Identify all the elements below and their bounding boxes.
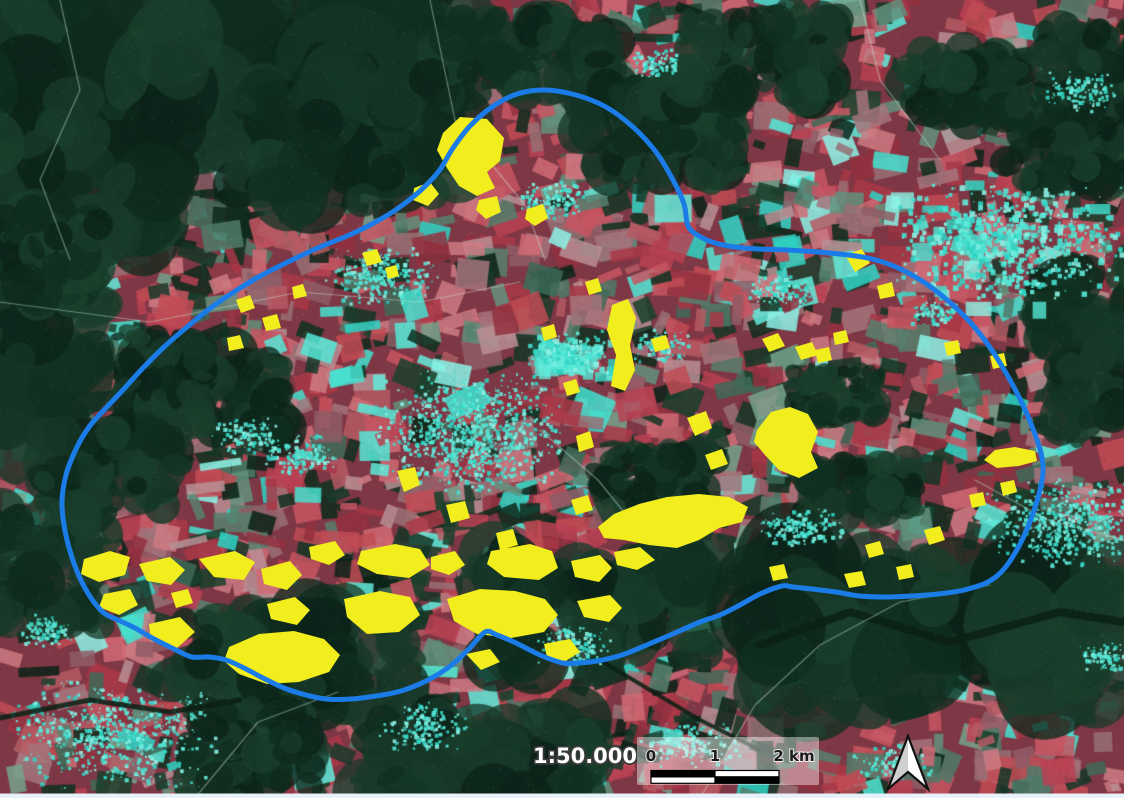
scale-ratio-label: 1:50.000 <box>533 744 637 768</box>
scalebar-tick-0: 0 <box>646 747 656 765</box>
north-arrow-icon <box>885 732 931 793</box>
page-edge-strip <box>0 793 1124 798</box>
scalebar-tick-2: 2 km <box>773 747 814 765</box>
boundary-outline <box>59 87 1046 702</box>
highlight-polygons <box>81 117 1037 684</box>
scalebar-tick-1: 1 <box>710 747 720 765</box>
scalebar-bar <box>650 769 780 784</box>
scalebar: 0 1 2 km <box>637 737 819 785</box>
